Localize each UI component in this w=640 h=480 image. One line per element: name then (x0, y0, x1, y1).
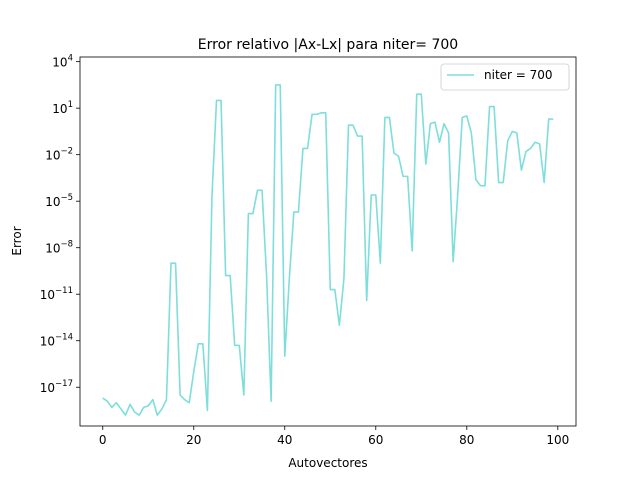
y-tick-label: 10−8 (45, 240, 73, 256)
x-tick-label: 0 (99, 433, 107, 447)
y-tick-label: 10−11 (40, 286, 73, 302)
y-tick-exponent: −17 (55, 379, 73, 389)
legend-label: niter = 700 (484, 68, 553, 82)
legend-box (440, 63, 570, 91)
y-tick-exponent: −11 (55, 286, 73, 296)
y-tick-base: 10 (45, 195, 60, 209)
y-tick-label: 101 (52, 100, 73, 116)
plot-frame (79, 56, 577, 427)
y-tick-label: 104 (52, 54, 73, 70)
y-tick-base: 10 (52, 56, 67, 70)
x-axis: 0 20 40 60 80 100 (99, 426, 569, 447)
x-tick-label: 60 (368, 433, 383, 447)
y-tick-base: 10 (40, 288, 55, 302)
plot-area (80, 57, 576, 426)
y-tick-base: 10 (40, 335, 55, 349)
y-tick-exponent: −8 (60, 240, 73, 250)
legend: niter = 700 (440, 63, 570, 91)
x-tick-label: 40 (277, 433, 292, 447)
y-tick-exponent: −5 (60, 193, 73, 203)
chart-title: Error relativo |Ax-Lx| para niter= 700 (198, 37, 458, 53)
y-tick-label: 10−2 (45, 147, 73, 163)
y-tick-exponent: 4 (68, 54, 73, 64)
y-tick-exponent: −2 (60, 147, 73, 157)
y-tick-label: 10−5 (45, 193, 73, 209)
y-tick-exponent: −14 (55, 333, 73, 343)
x-axis-label: Autovectores (288, 456, 367, 470)
y-tick-base: 10 (45, 242, 60, 256)
y-tick-base: 10 (52, 102, 67, 116)
x-tick-label: 100 (546, 433, 569, 447)
x-tick-label: 20 (186, 433, 201, 447)
y-tick-exponent: 1 (68, 100, 73, 110)
y-tick-label: 10−17 (40, 379, 73, 395)
y-tick-base: 10 (40, 381, 55, 395)
x-tick-label: 80 (459, 433, 474, 447)
series-line (102, 84, 554, 416)
y-tick-base: 10 (45, 149, 60, 163)
y-tick-label: 10−14 (40, 333, 73, 349)
y-axis-label: Error (10, 226, 24, 255)
